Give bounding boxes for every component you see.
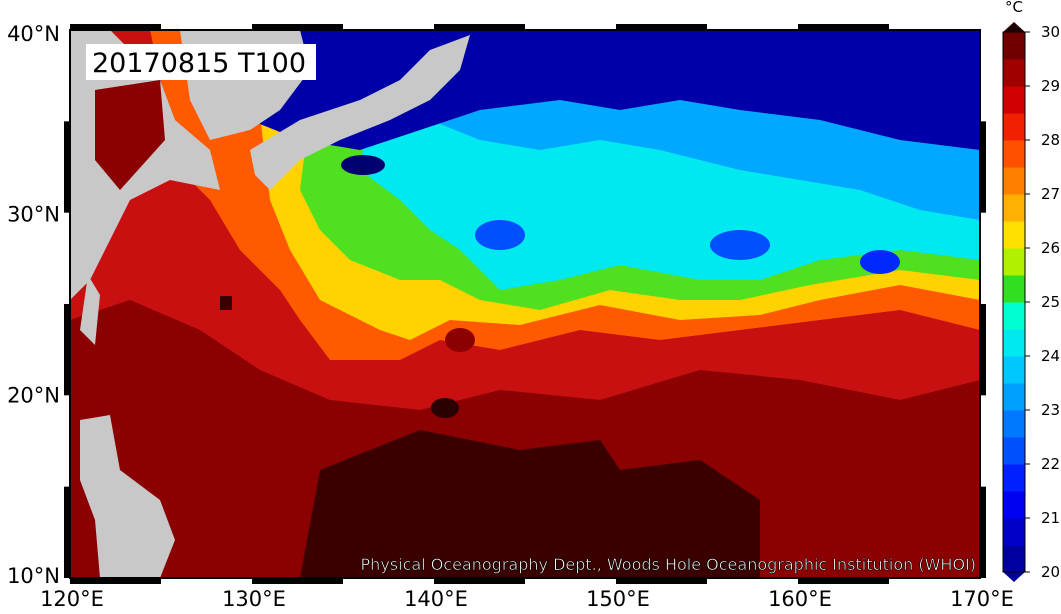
colorbar-label: 23: [1041, 401, 1060, 419]
colorbar-label: 20: [1041, 563, 1060, 581]
lon-label: 170°E: [950, 587, 1014, 610]
colorbar-bin: [1003, 464, 1025, 492]
frame-segment: [980, 486, 986, 578]
colorbar-label: 25: [1041, 293, 1060, 311]
colorbar: 20 21 22 23 24 25 26 27 28 29 30: [1002, 22, 1060, 582]
eddy: [475, 220, 525, 250]
colorbar-label: 26: [1041, 239, 1060, 257]
lat-label: 10°N: [7, 564, 60, 588]
colorbar-bin: [1003, 329, 1025, 357]
colorbar-bin: [1003, 221, 1025, 249]
land-japan: [250, 35, 470, 190]
eddy: [445, 328, 475, 352]
frame-segment: [434, 578, 525, 584]
colorbar-bin: [1003, 86, 1025, 114]
credit: Physical Oceanography Dept., Woods Hole …: [361, 555, 976, 574]
colorbar-bin: [1003, 383, 1025, 411]
lon-label: 150°E: [586, 587, 650, 610]
lat-label: 30°N: [7, 203, 60, 227]
colorbar-bin: [1003, 248, 1025, 276]
sst-field: [70, 30, 980, 578]
colorbar-bin: [1003, 302, 1025, 330]
colorbar-bin: [1003, 437, 1025, 465]
lon-label: 140°E: [404, 587, 468, 610]
colorbar-bin: [1003, 491, 1025, 519]
colorbar-label: 27: [1041, 185, 1060, 203]
yellow-sea: [95, 80, 165, 190]
colorbar-bin: [1003, 32, 1025, 60]
colorbar-bin: [1003, 275, 1025, 303]
colorbar-arrow: [1003, 572, 1025, 582]
frame-segment: [70, 24, 161, 30]
sst-20: [230, 30, 980, 150]
land-taiwan: [80, 275, 100, 345]
lat-label: 40°N: [7, 22, 60, 46]
frame-segment: [616, 24, 707, 30]
frame-segment: [252, 578, 343, 584]
colorbar-bin: [1003, 59, 1025, 87]
sst-hot: [300, 430, 760, 578]
colorbar-bin: [1003, 140, 1025, 168]
colorbar-bin: [1003, 545, 1025, 573]
lon-label: 130°E: [222, 587, 286, 610]
eddy: [710, 230, 770, 260]
colorbar-arrow: [1003, 22, 1025, 32]
frame-segment: [616, 578, 707, 584]
frame-segment: [980, 304, 986, 396]
colorbar-label: 21: [1041, 509, 1060, 527]
colorbar-bin: [1003, 410, 1025, 438]
lon-label: 120°E: [40, 587, 104, 610]
colorbar-label: 30: [1041, 23, 1060, 41]
frame-segment: [980, 121, 986, 213]
frame-segment: [64, 304, 70, 396]
colorbar-label: 24: [1041, 347, 1060, 365]
frame-ticks: [64, 24, 986, 584]
frame-segment: [434, 24, 525, 30]
frame-segment: [252, 24, 343, 30]
lat-labels: 40°N 30°N 20°N 10°N: [7, 22, 60, 588]
frame-segment: [798, 24, 889, 30]
colorbar-bin: [1003, 518, 1025, 546]
lon-labels: 120°E 130°E 140°E 150°E 160°E 170°E: [40, 587, 1014, 611]
title-box: [86, 44, 316, 80]
lat-label: 20°N: [7, 383, 60, 407]
colorbar-label: 29: [1041, 77, 1060, 95]
colorbar-bin: [1003, 194, 1025, 222]
eddy: [860, 250, 900, 274]
colorbar-bin: [1003, 356, 1025, 384]
colorbar-label: 22: [1041, 455, 1060, 473]
eddy: [220, 296, 232, 310]
frame-segment: [798, 578, 889, 584]
colorbar-label: 28: [1041, 131, 1060, 149]
colorbar-bin: [1003, 113, 1025, 141]
colorbar-unit: °C: [1005, 0, 1023, 16]
eddy: [431, 398, 459, 418]
lon-label: 160°E: [768, 587, 832, 610]
eddy: [341, 155, 385, 175]
colorbar-bin: [1003, 167, 1025, 195]
frame-segment: [64, 486, 70, 578]
frame-segment: [64, 121, 70, 213]
land-philippines: [80, 415, 175, 578]
map-title: 20170815 T100: [92, 48, 306, 79]
frame-segment: [70, 578, 161, 584]
